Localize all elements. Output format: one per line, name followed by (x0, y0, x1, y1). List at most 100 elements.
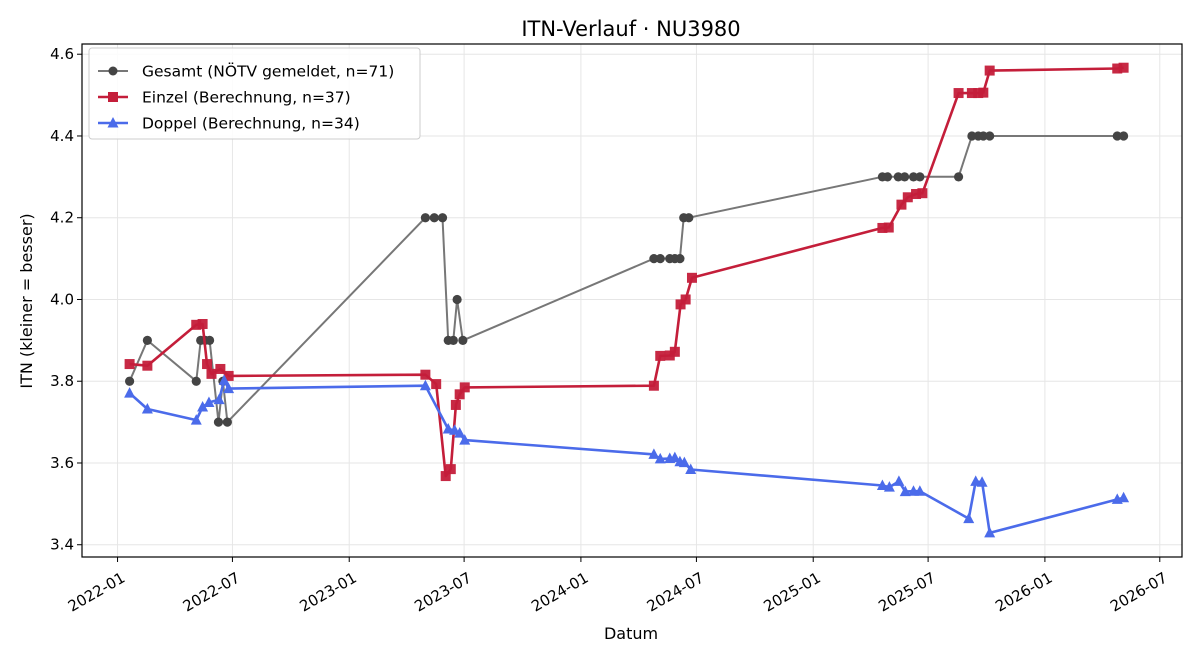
legend-entry-gesamt: Gesamt (NÖTV gemeldet, n=71) (98, 62, 394, 81)
data-point (419, 379, 431, 391)
data-point (458, 335, 468, 345)
data-point (191, 319, 202, 330)
data-point (213, 417, 224, 427)
x-axis-label: Datum (604, 624, 658, 643)
legend-entry-einzel: Einzel (Berechnung, n=37) (98, 89, 351, 107)
x-axis-ticks: 2022-01 2022-07 2023-01 2023-07 2024-01 2024-… (65, 557, 1170, 616)
data-point (664, 350, 675, 361)
x-tick-label: 2024-01 (528, 569, 591, 616)
data-point (124, 387, 136, 398)
data-point (213, 393, 225, 405)
data-point (1118, 491, 1130, 503)
chart-title: ITN-Verlauf · NU3980 (521, 17, 740, 41)
data-point (454, 427, 466, 438)
legend-label-gesamt: Gesamt (NÖTV gemeldet, n=71) (142, 62, 394, 81)
data-point (684, 213, 694, 223)
legend-entry-doppel: Doppel (Berechnung, n=34) (98, 115, 360, 133)
x-tick-label: 2022-01 (65, 569, 128, 616)
data-point (649, 254, 659, 264)
data-point (675, 254, 685, 264)
data-point (978, 131, 988, 141)
data-point (686, 272, 697, 283)
data-point (911, 189, 922, 200)
data-point (883, 222, 894, 233)
data-point (190, 414, 202, 425)
y-tick-label: 4.0 (50, 290, 74, 308)
data-point (197, 319, 208, 330)
data-point (204, 335, 215, 345)
data-point (431, 379, 442, 390)
x-tick-label: 2025-01 (761, 569, 824, 616)
data-point (429, 213, 439, 223)
legend: Gesamt (NÖTV gemeldet, n=71) Einzel (Ber… (88, 47, 421, 140)
data-point (876, 479, 888, 490)
data-point (203, 396, 215, 407)
legend-marker-triangle (107, 117, 119, 128)
data-point (978, 87, 989, 98)
data-point (420, 369, 431, 380)
data-point (452, 294, 462, 305)
data-point (454, 389, 465, 400)
data-point (223, 382, 235, 394)
data-point (963, 512, 975, 524)
data-point (984, 65, 995, 76)
x-tick-label: 2024-07 (644, 569, 707, 616)
series-line-doppel (128, 379, 1124, 535)
y-tick-label: 4.2 (50, 209, 74, 227)
data-point (125, 376, 135, 386)
data-point (893, 475, 905, 486)
data-point (953, 88, 964, 99)
y-tick-label: 4.6 (50, 45, 74, 63)
data-point (896, 199, 907, 210)
plot-frame (81, 43, 1183, 558)
x-tick-label: 2023-07 (411, 569, 474, 616)
data-point (450, 399, 461, 410)
data-point (953, 172, 964, 182)
data-point (893, 172, 903, 182)
series-doppel (124, 374, 1130, 538)
data-point (915, 172, 925, 182)
y-tick-label: 4.4 (50, 127, 74, 145)
data-point (655, 350, 666, 361)
data-point (437, 213, 448, 223)
data-point (877, 222, 888, 233)
x-tick-label: 2026-01 (992, 569, 1055, 616)
data-point (648, 380, 659, 391)
data-point (966, 88, 977, 99)
data-point (191, 376, 201, 386)
series-gesamt (125, 131, 1129, 427)
data-point (142, 360, 153, 371)
data-point (917, 188, 928, 199)
y-axis-label: ITN (kleiner = besser) (17, 213, 36, 388)
data-point (440, 471, 451, 482)
data-point (883, 481, 895, 492)
plot-series (124, 62, 1130, 538)
data-point (902, 192, 913, 203)
data-point (197, 400, 209, 412)
data-point (967, 131, 977, 141)
data-point (459, 434, 471, 445)
data-point (215, 363, 226, 374)
data-point (445, 464, 456, 475)
x-tick-label: 2026-07 (1107, 569, 1170, 616)
y-tick-label: 3.6 (50, 454, 74, 472)
data-point (914, 485, 926, 496)
data-point (448, 335, 458, 345)
data-point (142, 335, 152, 345)
data-point (654, 452, 666, 464)
data-point (900, 172, 910, 182)
data-point (976, 476, 988, 487)
series-line-gesamt (128, 135, 1124, 424)
data-point (678, 456, 690, 468)
data-point (1119, 131, 1129, 141)
data-point (899, 485, 911, 497)
data-point (124, 359, 135, 370)
data-point (1118, 62, 1129, 73)
data-point (669, 346, 680, 357)
y-tick-label: 3.4 (50, 536, 74, 554)
data-point (223, 370, 234, 381)
x-tick-label: 2023-01 (297, 569, 360, 616)
y-axis-ticks: 3.4 3.6 3.8 4.0 4.2 4.4 4.6 (50, 45, 82, 554)
x-tick-label: 2025-07 (875, 569, 938, 616)
